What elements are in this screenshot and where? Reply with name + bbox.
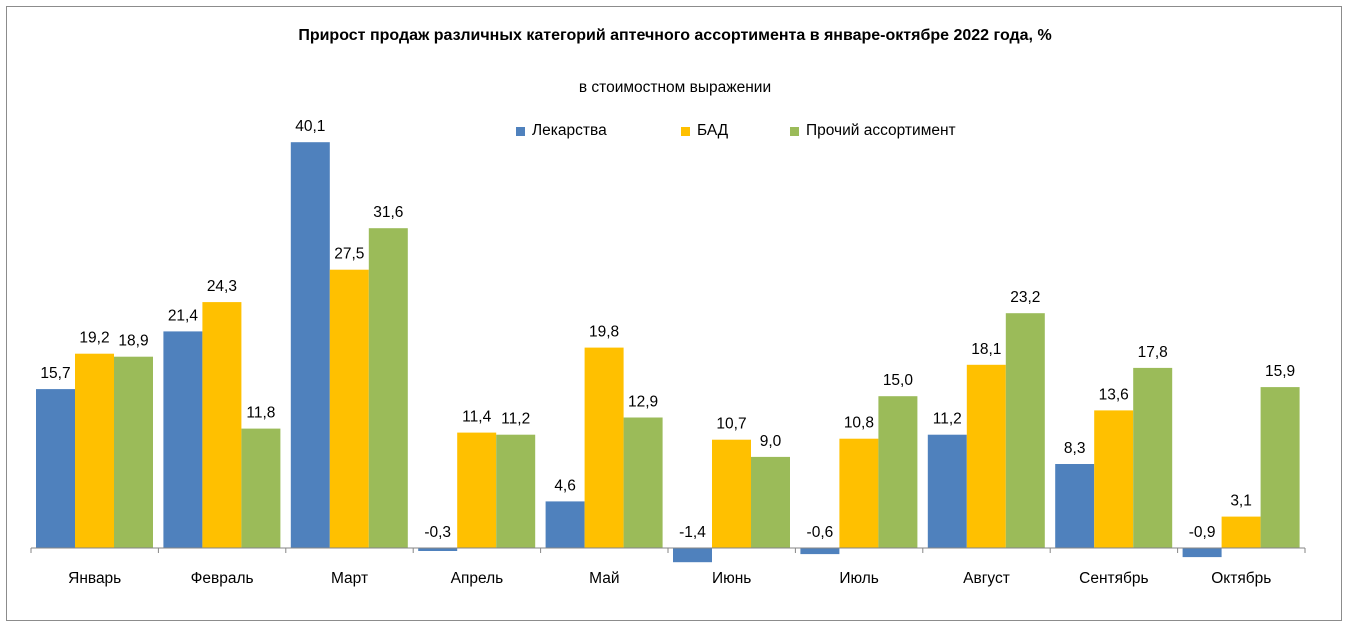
bar-s2-c5: [751, 456, 790, 548]
bar-s0-c8: [1055, 464, 1095, 548]
data-label-s0-c3: -0,3: [424, 524, 451, 541]
x-tick-label-8: Сентябрь: [1079, 570, 1148, 587]
x-tick-label-2: Март: [331, 570, 368, 587]
legend-swatch-lekarstva: [516, 126, 525, 136]
data-label-s1-c1: 24,3: [207, 278, 237, 295]
chart-subtitle: в стоимостном выражении: [578, 79, 772, 96]
data-label-s1-c0: 19,2: [79, 330, 109, 347]
x-tick-label-9: Октябрь: [1211, 570, 1271, 587]
legend-item-bad: БАД: [681, 122, 728, 140]
bar-s0-c5: [673, 548, 712, 563]
bar-s1-c3: [457, 432, 497, 548]
x-tick-label-0: Январь: [68, 570, 121, 587]
bar-s1-c0: [75, 353, 114, 548]
data-label-s1-c8: 13,6: [1099, 386, 1129, 403]
data-label-s2-c6: 15,0: [883, 372, 914, 389]
bar-s2-c6: [878, 396, 918, 548]
x-tick-label-7: Август: [963, 570, 1010, 587]
bar-s1-c5: [712, 439, 751, 548]
legend-swatch-bad: [681, 126, 690, 136]
legend-label-lekarstva: Лекарства: [532, 122, 607, 139]
data-label-s0-c7: 11,2: [933, 411, 962, 428]
bar-s2-c7: [1005, 313, 1045, 548]
legend-item-lekarstva: Лекарства: [516, 122, 607, 140]
data-label-s0-c4: 4,6: [554, 477, 576, 494]
bar-s1-c4: [584, 347, 624, 548]
data-label-s0-c6: -0,6: [807, 524, 834, 541]
data-label-s0-c1: 21,4: [168, 307, 199, 324]
bar-s1-c1: [202, 302, 242, 548]
data-label-s2-c4: 12,9: [628, 394, 658, 411]
data-label-s2-c8: 17,8: [1138, 344, 1168, 361]
data-label-s1-c7: 18,1: [971, 341, 1001, 358]
data-label-s2-c7: 23,2: [1010, 289, 1040, 306]
x-tick-label-1: Февраль: [191, 570, 254, 587]
data-label-s0-c8: 8,3: [1064, 440, 1086, 457]
data-label-s1-c4: 19,8: [589, 324, 619, 341]
chart-title: Прирост продаж различных категорий аптеч…: [298, 27, 1052, 44]
bar-s2-c2: [368, 228, 408, 548]
data-label-s0-c9: -0,9: [1189, 524, 1216, 541]
legend-swatch-prochiy: [790, 126, 799, 136]
bar-s0-c7: [927, 434, 967, 548]
data-label-s2-c3: 11,2: [501, 411, 530, 428]
bar-s1-c8: [1094, 410, 1134, 548]
data-label-s2-c5: 9,0: [760, 433, 782, 450]
data-label-s0-c0: 15,7: [40, 365, 70, 382]
bar-s2-c0: [114, 356, 153, 548]
data-label-s2-c9: 15,9: [1265, 363, 1295, 380]
bar-s2-c3: [496, 434, 536, 548]
bar-s2-c1: [241, 428, 281, 548]
data-label-s1-c5: 10,7: [716, 416, 746, 433]
data-label-s0-c2: 40,1: [295, 118, 325, 135]
data-label-s2-c1: 11,8: [246, 405, 275, 422]
x-tick-label-6: Июль: [839, 570, 879, 587]
data-label-s1-c3: 11,4: [462, 409, 491, 426]
bar-s1-c6: [839, 438, 879, 548]
bar-s2-c9: [1260, 387, 1300, 548]
bar-s1-c2: [329, 269, 369, 548]
bar-s0-c3: [418, 548, 458, 551]
data-label-s1-c2: 27,5: [334, 246, 364, 263]
data-label-s2-c0: 18,9: [118, 333, 148, 350]
data-label-s1-c6: 10,8: [844, 415, 874, 432]
data-label-s0-c5: -1,4: [679, 524, 706, 541]
bar-s0-c4: [545, 501, 585, 548]
bar-s0-c0: [36, 389, 75, 548]
legend-label-prochiy: Прочий ассортимент: [806, 122, 956, 139]
legend-label-bad: БАД: [697, 122, 729, 139]
bar-s0-c1: [163, 331, 203, 548]
bar-s2-c4: [623, 417, 663, 548]
bar-s1-c9: [1221, 516, 1261, 548]
legend-item-prochiy: Прочий ассортимент: [790, 122, 956, 140]
bar-s1-c7: [966, 364, 1006, 548]
bar-s0-c6: [800, 548, 840, 555]
bar-s2-c8: [1133, 367, 1173, 548]
data-label-s1-c9: 3,1: [1230, 493, 1252, 510]
x-tick-label-3: Апрель: [451, 570, 504, 587]
bar-s0-c9: [1182, 548, 1222, 558]
data-label-s2-c2: 31,6: [373, 204, 403, 221]
x-tick-label-4: Май: [589, 570, 619, 587]
bar-s0-c2: [290, 142, 330, 548]
x-tick-label-5: Июнь: [712, 570, 751, 587]
